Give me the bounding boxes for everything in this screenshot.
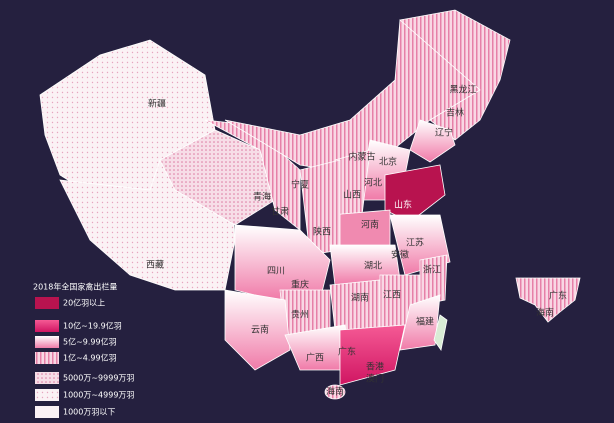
label: 青海 <box>253 191 271 203</box>
label: 安徽 <box>391 249 409 261</box>
label: 山东 <box>394 199 412 211</box>
label: 重庆 <box>291 279 309 291</box>
label: 云南 <box>251 324 269 336</box>
label: 海南 <box>536 307 554 319</box>
label: 河北 <box>364 177 382 189</box>
legend-title: 2018年全国家禽出栏量 <box>33 282 117 292</box>
legend-label: 1000万羽以下 <box>63 408 115 417</box>
label: 北京 <box>379 156 397 168</box>
legend-label: 1亿~4.99亿羽 <box>63 353 117 363</box>
label: 吉林 <box>446 107 464 119</box>
label: 山西 <box>343 190 361 201</box>
label: 广东 <box>549 290 567 302</box>
label: 海南 <box>326 386 344 398</box>
legend-swatch <box>35 406 59 418</box>
legend: 2018年全国家禽出栏量 20亿羽以上 10亿~19.9亿羽 5亿~9.99亿羽… <box>33 282 134 418</box>
label: 陕西 <box>313 226 331 238</box>
label: 黑龙江 <box>449 84 476 96</box>
legend-label: 5亿~9.99亿羽 <box>63 337 117 347</box>
label: 四川 <box>267 267 285 277</box>
label: 宁夏 <box>291 179 309 191</box>
label: 西藏 <box>146 259 164 271</box>
label: 湖北 <box>364 261 382 272</box>
legend-swatch <box>35 320 59 332</box>
label: 广东 <box>338 346 356 358</box>
label: 内蒙古 <box>348 151 375 163</box>
legend-swatch <box>35 336 59 348</box>
regions <box>39 9 581 400</box>
label: 河南 <box>361 219 379 231</box>
label: 贵州 <box>291 309 309 321</box>
label: 江苏 <box>406 237 424 249</box>
legend-label: 1000万~4999万羽 <box>63 391 134 400</box>
label: 澳门 <box>366 373 384 385</box>
legend-label: 10亿~19.9亿羽 <box>63 321 122 331</box>
label: 甘肃 <box>271 206 289 218</box>
legend-swatch <box>35 297 59 309</box>
label: 广西 <box>306 352 324 364</box>
legend-swatch <box>35 352 59 364</box>
label: 江西 <box>383 290 401 301</box>
legend-swatch <box>35 389 59 401</box>
label: 香港 <box>366 361 384 373</box>
label: 湖南 <box>351 292 369 304</box>
province-labels: 新疆 西藏 青海 甘肃 宁夏 内蒙古 黑龙江 吉林 辽宁 北京 河北 山西 山东… <box>146 84 567 398</box>
label: 浙江 <box>423 264 441 276</box>
legend-swatch <box>35 372 59 384</box>
legend-label: 5000万~9999万羽 <box>63 374 134 383</box>
label: 新疆 <box>148 98 166 110</box>
label: 辽宁 <box>435 127 453 139</box>
label: 福建 <box>416 316 434 328</box>
legend-label: 20亿羽以上 <box>63 298 105 308</box>
